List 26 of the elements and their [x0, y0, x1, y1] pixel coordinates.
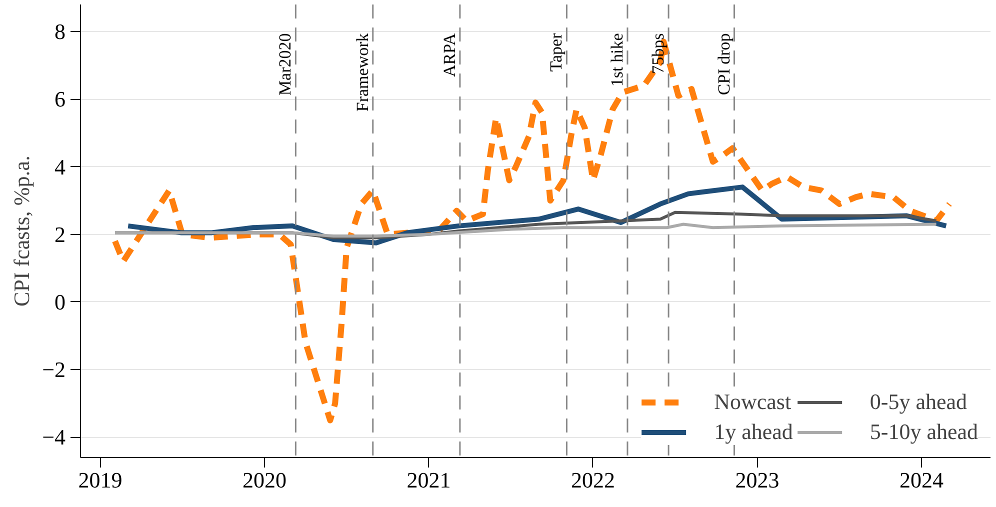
x-tick-label: 2022 [570, 468, 615, 492]
y-tick-label: 0 [54, 289, 66, 314]
y-tick-label: 6 [54, 86, 66, 112]
ref-line-label: Framework [352, 32, 372, 112]
ref-line-label: Taper [546, 32, 566, 72]
y-tick-label: 2 [54, 222, 66, 247]
legend-label: 1y ahead [714, 419, 793, 445]
x-tick-label: 2021 [406, 468, 451, 492]
legend-label: 5-10y ahead [870, 419, 978, 445]
y-tick-label: −2 [42, 357, 66, 382]
x-tick-label: 2020 [242, 468, 286, 492]
ref-line-label: 75bps [648, 33, 668, 74]
ref-line-label: 1st hike [607, 33, 626, 87]
line-series [113, 222, 938, 238]
y-axis-title: CPI fcasts, %p.a. [9, 156, 34, 306]
ref-line-label: ARPA [440, 32, 459, 78]
x-tick-label: 2023 [735, 468, 780, 492]
y-tick-label: 8 [54, 19, 66, 44]
legend-label: Nowcast [714, 389, 792, 415]
x-tick-label: 2019 [78, 468, 122, 492]
y-tick-label: 4 [54, 154, 66, 180]
x-tick-label: 2024 [900, 468, 944, 492]
ref-line-label: Mar2020 [276, 33, 295, 96]
legend-label: 0-5y ahead [870, 389, 967, 415]
y-tick-label: −4 [42, 424, 66, 450]
ref-line-label: CPI drop [714, 33, 734, 96]
